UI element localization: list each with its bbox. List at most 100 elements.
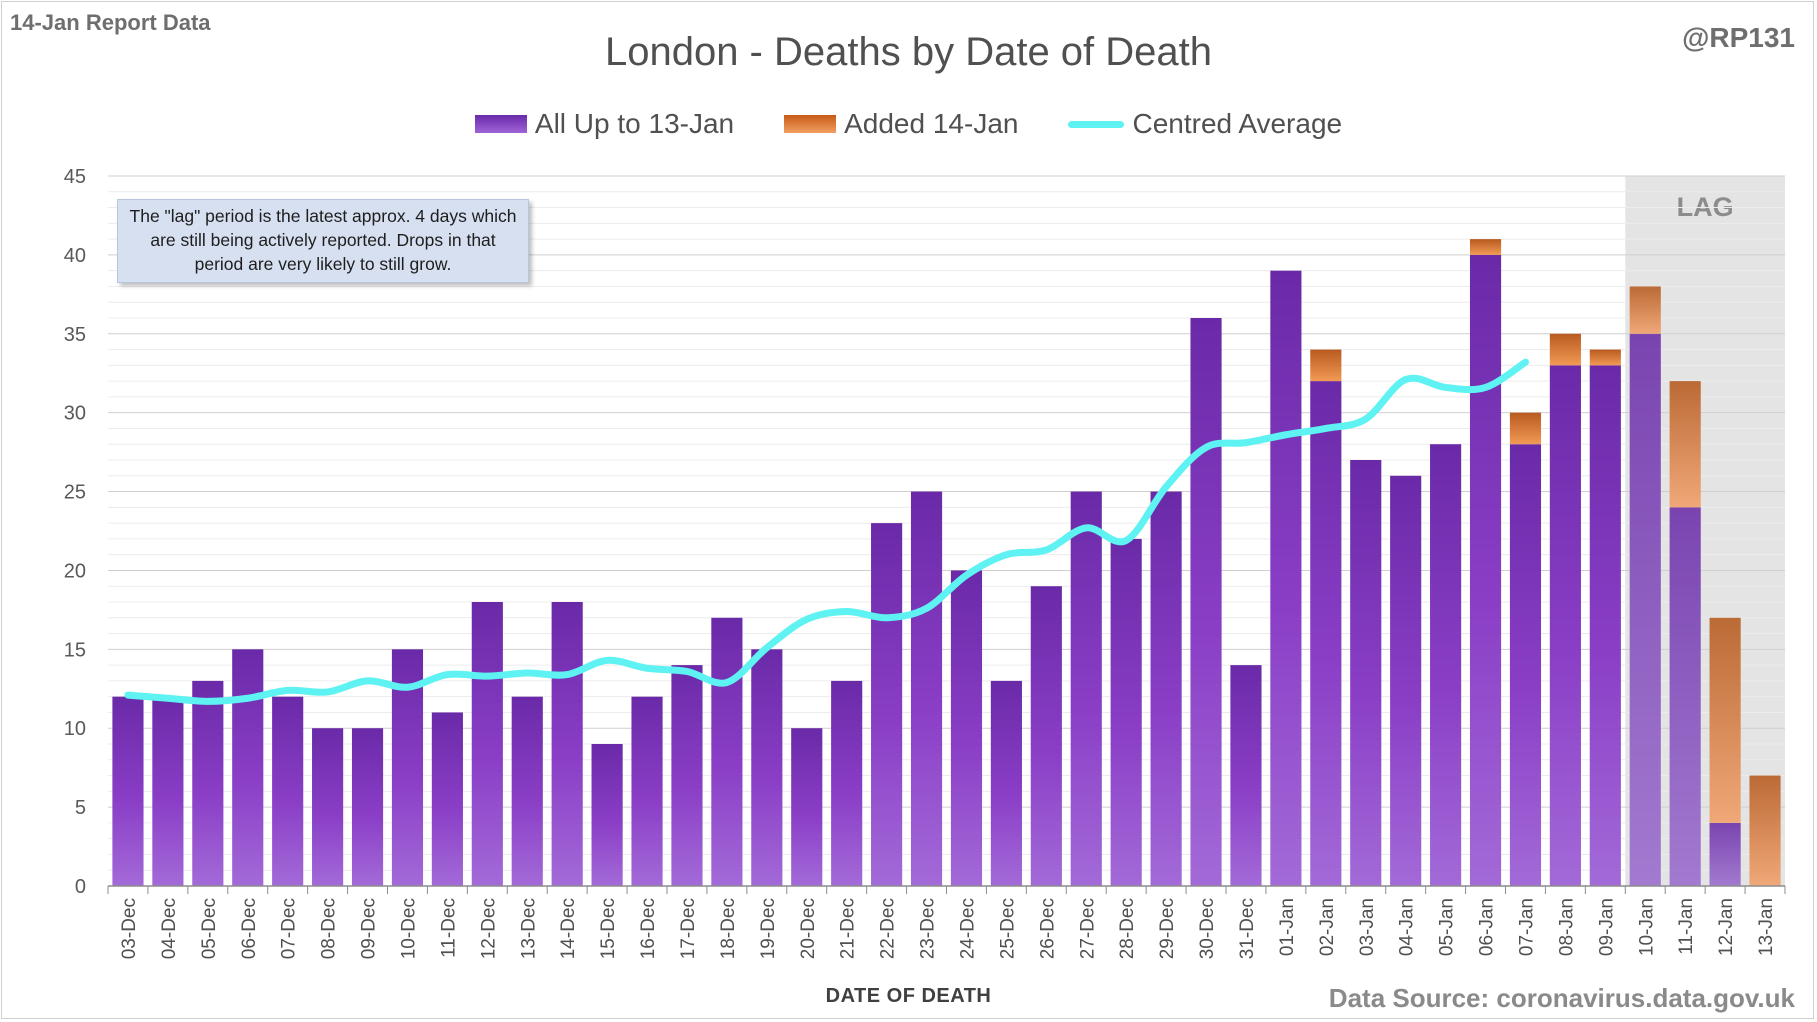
bar-base — [312, 728, 344, 886]
lag-label: LAG — [1677, 192, 1734, 222]
legend-swatch-added — [784, 115, 837, 133]
y-tick-label: 45 — [64, 166, 86, 188]
x-tick-label: 07-Dec — [279, 898, 300, 959]
bar-base — [950, 570, 983, 886]
legend-label-added: Added 14-Jan — [844, 108, 1019, 139]
x-tick-label: 15-Dec — [598, 898, 619, 959]
bar-base — [591, 744, 623, 886]
bar-added — [1589, 349, 1621, 366]
x-tick-label: 01-Jan — [1277, 898, 1298, 956]
x-tick-label: 09-Dec — [359, 898, 380, 959]
x-tick-label: 21-Dec — [838, 898, 859, 959]
bar-base — [1549, 365, 1581, 886]
bar-base — [791, 728, 823, 886]
bar-base — [1469, 254, 1502, 886]
legend-label-average: Centred Average — [1132, 108, 1343, 139]
bar-base — [1110, 538, 1142, 886]
x-tick-label: 10-Jan — [1636, 898, 1657, 956]
x-tick-label: 03-Dec — [119, 898, 140, 959]
bar-base — [1190, 318, 1222, 886]
bar-base — [192, 680, 224, 886]
bar-base — [1669, 507, 1701, 886]
x-tick-label: 12-Jan — [1716, 898, 1737, 956]
y-tick-label: 0 — [75, 876, 86, 898]
x-tick-label: 12-Dec — [478, 898, 499, 959]
bar-base — [1390, 475, 1422, 886]
x-tick-label: 17-Dec — [678, 898, 699, 959]
y-tick-label: 5 — [75, 797, 86, 819]
x-tick-label: 14-Dec — [558, 898, 579, 959]
bar-base — [631, 696, 663, 886]
x-tick-label: 18-Dec — [718, 898, 739, 959]
bar-base — [471, 602, 503, 886]
x-tick-label: 28-Dec — [1117, 898, 1138, 959]
bar-base — [232, 649, 264, 886]
data-source: Data Source: coronavirus.data.gov.uk — [1328, 983, 1795, 1013]
bar-base — [112, 696, 144, 886]
x-tick-label: 26-Dec — [1037, 898, 1058, 959]
bar-base — [1230, 665, 1262, 886]
lag-note: The "lag" period is the latest approx. 4… — [117, 199, 529, 283]
bar-base — [551, 602, 583, 886]
x-tick-label: 08-Jan — [1556, 898, 1577, 956]
bar-base — [1030, 586, 1062, 886]
bar-base — [751, 649, 783, 886]
bar-base — [990, 680, 1022, 886]
legend-item-average: Centred Average — [1068, 108, 1342, 140]
bar-base — [1509, 444, 1542, 886]
bar-base — [1430, 444, 1462, 886]
y-tick-label: 20 — [64, 560, 86, 582]
x-axis-title: DATE OF DEATH — [825, 985, 992, 1007]
x-tick-label: 05-Dec — [199, 898, 220, 959]
x-tick-label: 11-Jan — [1676, 898, 1697, 955]
x-tick-label: 27-Dec — [1077, 898, 1098, 959]
x-tick-label: 31-Dec — [1237, 898, 1258, 959]
x-tick-label: 13-Jan — [1756, 898, 1777, 956]
x-tick-label: 25-Dec — [997, 898, 1018, 959]
author-handle: @RP131 — [1682, 22, 1795, 53]
x-tick-label: 30-Dec — [1197, 898, 1218, 959]
x-tick-label: 23-Dec — [918, 898, 939, 959]
bar-added — [1669, 381, 1701, 508]
x-tick-label: 11-Dec — [438, 898, 459, 958]
x-tick-label: 19-Dec — [758, 898, 779, 959]
bar-added — [1709, 617, 1741, 823]
x-tick-label: 22-Dec — [878, 898, 899, 959]
report-label: 14-Jan Report Data — [10, 10, 211, 35]
bar-base — [351, 728, 384, 886]
bar-base — [1070, 491, 1102, 886]
bar-base — [431, 712, 463, 886]
bar-base — [910, 491, 943, 886]
bar-base — [1709, 822, 1741, 886]
bar-base — [1589, 365, 1621, 886]
bar-added — [1310, 349, 1342, 382]
bar-base — [272, 696, 304, 886]
bar-added — [1469, 239, 1502, 255]
x-tick-label: 04-Jan — [1397, 898, 1418, 956]
x-tick-label: 13-Dec — [518, 898, 539, 959]
bar-added — [1749, 775, 1781, 886]
bar-added — [1509, 412, 1542, 445]
bar-added — [1629, 286, 1661, 334]
x-tick-label: 24-Dec — [957, 898, 978, 959]
x-tick-label: 04-Dec — [159, 898, 180, 959]
legend-item-added: Added 14-Jan — [784, 108, 1018, 140]
y-tick-label: 35 — [64, 324, 86, 346]
y-tick-label: 30 — [64, 403, 86, 425]
x-tick-label: 10-Dec — [398, 898, 419, 959]
bar-base — [1629, 333, 1661, 886]
x-tick-label: 09-Jan — [1596, 898, 1617, 956]
x-tick-label: 20-Dec — [798, 898, 819, 959]
y-tick-label: 15 — [64, 639, 86, 661]
bar-base — [671, 665, 703, 886]
x-tick-label: 02-Jan — [1317, 898, 1338, 956]
legend-swatch-base — [474, 115, 527, 133]
chart-title: London - Deaths by Date of Death — [604, 30, 1213, 74]
x-tick-label: 03-Jan — [1357, 898, 1378, 956]
bar-base — [871, 523, 903, 886]
chart-legend: All Up to 13-Jan Added 14-Jan Centred Av… — [0, 104, 1817, 144]
x-tick-label: 06-Jan — [1477, 898, 1498, 956]
x-tick-label: 16-Dec — [638, 898, 659, 959]
